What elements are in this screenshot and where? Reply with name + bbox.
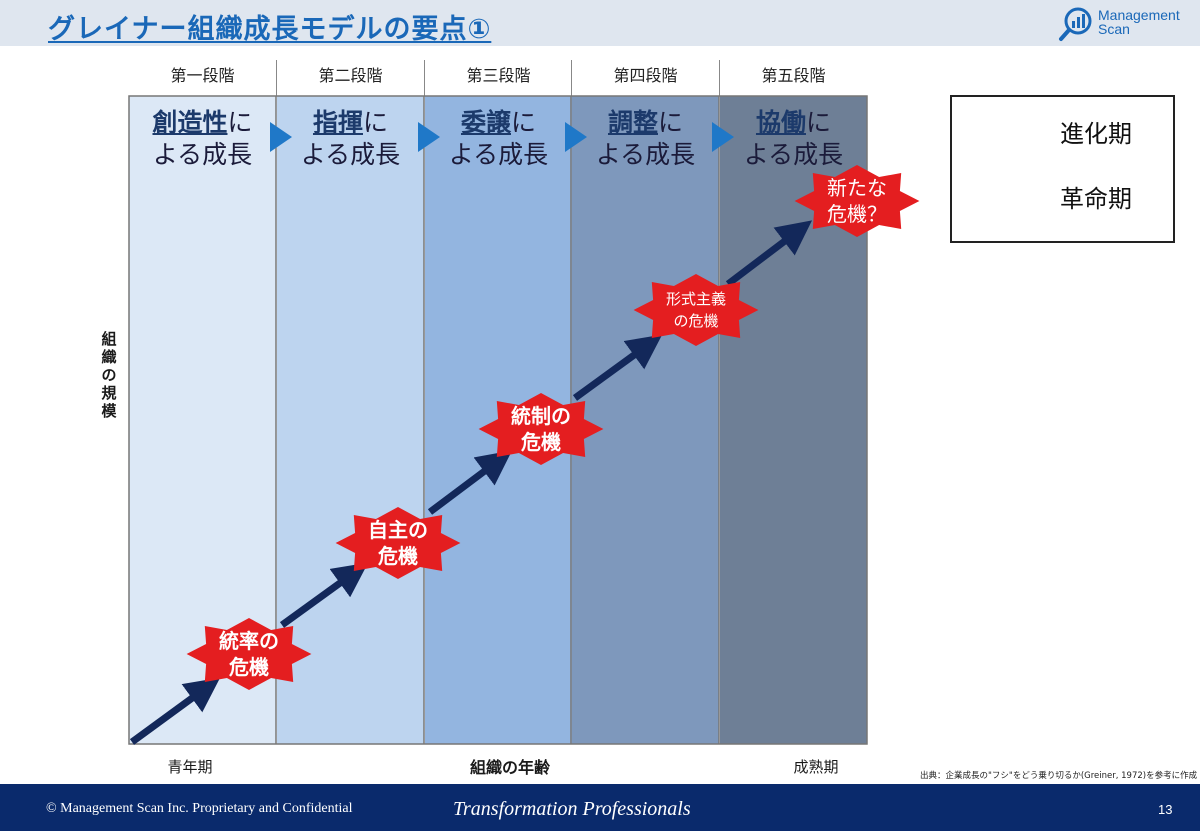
stage-header-divider [571, 60, 572, 96]
x-axis-end-label: 成熟期 [793, 758, 839, 776]
stage-growth-text-1: 創造性に よる成長 [152, 108, 253, 169]
stage-label-3: 第三段階 [466, 66, 531, 85]
footer-bar: © Management Scan Inc. Proprietary and C… [0, 784, 1200, 831]
stage-transition-arrow [712, 122, 734, 152]
crisis-star-1 [186, 618, 312, 690]
x-axis-label: 組織の年齢 [469, 758, 550, 777]
diagram-frame [128, 95, 868, 745]
page-title: グレイナー組織成長モデルの要点① [48, 14, 492, 45]
legend [950, 95, 1175, 243]
evolution-arrow-1 [129, 677, 221, 745]
footer-tagline: Transformation Professionals [453, 798, 691, 820]
stage-transition-arrow [565, 122, 587, 152]
x-axis-start-label: 青年期 [167, 758, 213, 776]
legend-revolution-label: 革命期 [1060, 185, 1132, 213]
stage-header-divider [276, 60, 277, 96]
bar-chart-magnifier-icon [1059, 7, 1092, 41]
page-number: 13 [1158, 802, 1173, 817]
crisis-label-2: 自主の 危機 [368, 518, 428, 568]
crisis-star-2 [335, 507, 461, 579]
stage-label-1: 第一段階 [170, 66, 235, 85]
growth-keyword: 委譲 [460, 108, 511, 137]
growth-keyword: 指揮 [312, 108, 363, 137]
stage-growth-text-3: 委譲に よる成長 [448, 108, 549, 169]
evolution-arrow-5 [725, 220, 813, 287]
y-axis-label: 組 織 の 規 模 [101, 330, 117, 420]
crisis-label-1: 統率の 危機 [219, 629, 279, 679]
stage-transition-arrow [418, 122, 440, 152]
stage-transition-arrow [270, 122, 292, 152]
evolution-arrow-2 [279, 562, 369, 628]
brand-logo: Management Scan [1058, 6, 1188, 42]
stage-growth-text-5: 協働に よる成長 [743, 108, 844, 169]
logo-line-1: Management [1098, 7, 1180, 23]
evolution-arrow-3 [427, 450, 513, 515]
growth-keyword: 調整 [607, 108, 658, 137]
header-band [0, 0, 1200, 46]
crisis-label-4: 形式主義 の危機 [665, 290, 726, 330]
source-note: 出典：企業成長の"フシ"をどう乗り切るか(Greiner, 1972)を参考に作… [920, 771, 1198, 781]
stage-header-divider [719, 60, 720, 96]
legend-evolution-label: 進化期 [1060, 120, 1132, 148]
stage-label-2: 第二段階 [318, 66, 383, 85]
copyright-text: © Management Scan Inc. Proprietary and C… [46, 801, 353, 816]
growth-keyword: 協働 [755, 108, 806, 137]
growth-keyword: 創造性 [152, 108, 228, 137]
logo-line-2: Scan [1098, 21, 1130, 37]
stage-growth-text-2: 指揮に よる成長 [300, 108, 401, 169]
stage-panel-2 [277, 96, 424, 744]
crisis-label-5: 新たな 危機？ [827, 176, 887, 226]
stage-growth-text-4: 調整に よる成長 [595, 108, 696, 169]
stage-panel-4 [572, 96, 719, 744]
crisis-label-3: 統制の 危機 [511, 404, 571, 454]
crisis-star-4 [633, 274, 759, 346]
crisis-star-5 [794, 165, 920, 237]
stage-header-divider [424, 60, 425, 96]
stage-label-4: 第四段階 [613, 66, 678, 85]
stage-label-5: 第五段階 [761, 66, 826, 85]
evolution-arrow-4 [572, 334, 663, 401]
crisis-star-3 [478, 393, 604, 465]
